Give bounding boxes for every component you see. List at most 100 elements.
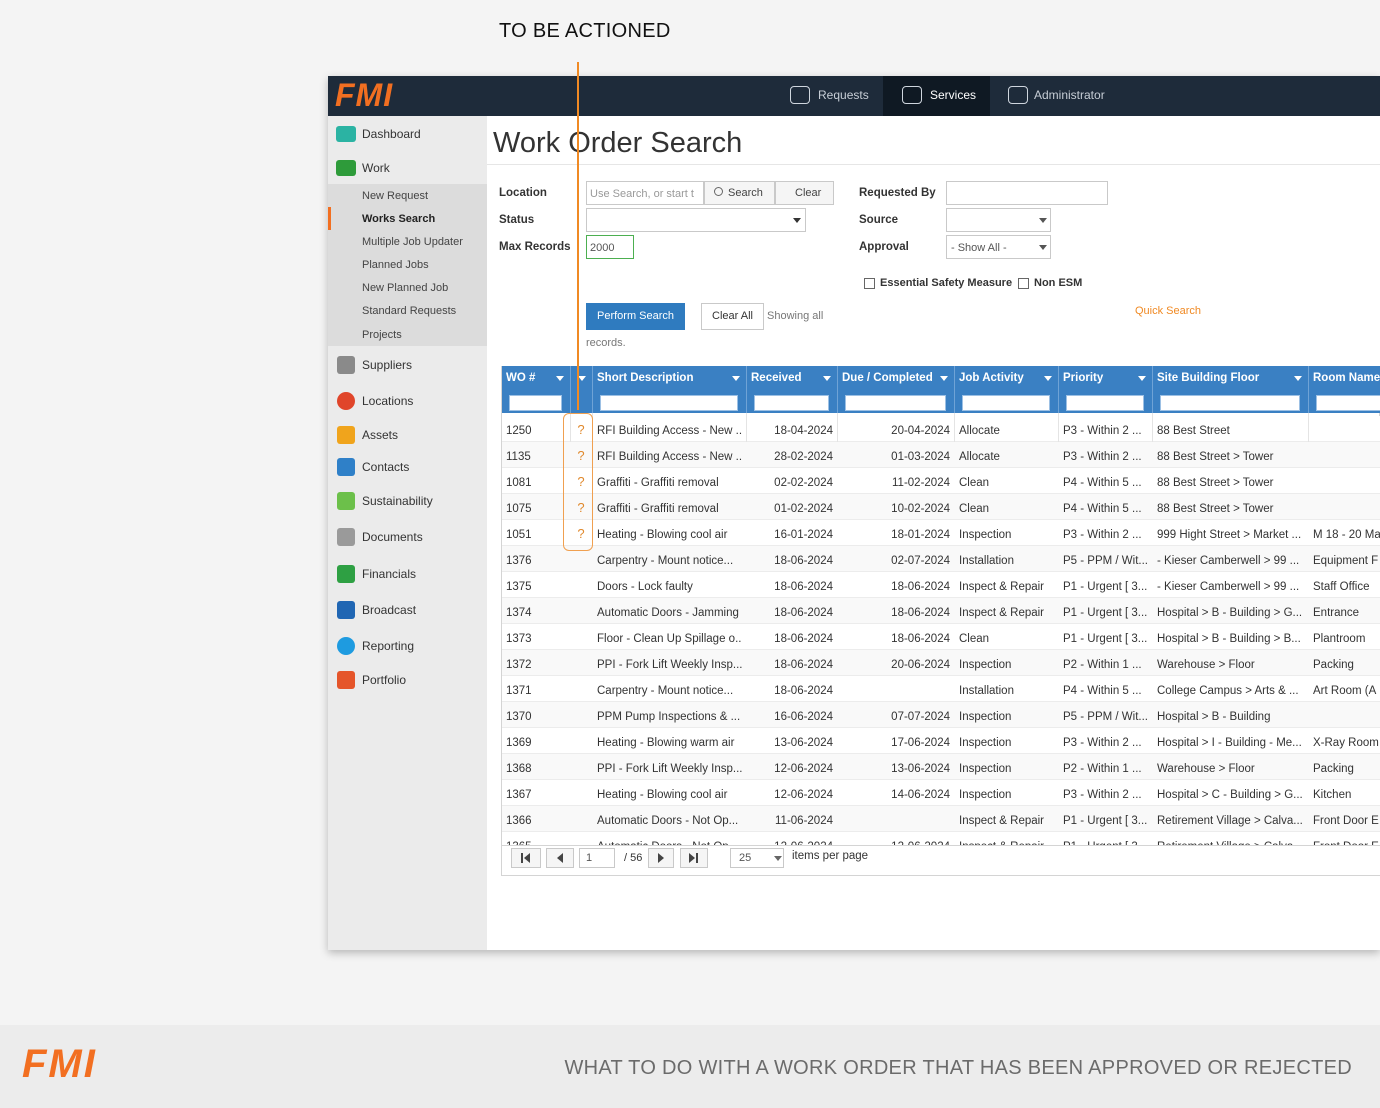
table-cell: 88 Best Street (1157, 425, 1230, 437)
title-rule (487, 164, 1380, 165)
table-cell: P4 - Within 5 ... (1063, 685, 1142, 697)
table-cell (570, 682, 592, 698)
sidebar-item[interactable]: Locations (362, 394, 414, 408)
column-header[interactable]: Received (751, 372, 802, 384)
quick-search[interactable]: Quick Search (1135, 305, 1202, 317)
nav-item[interactable]: Requests (818, 88, 869, 102)
dropdown-caret (556, 376, 564, 381)
clear-all-button[interactable]: Clear All (701, 303, 764, 330)
table-cell: Inspection (959, 737, 1012, 749)
checkbox[interactable] (864, 278, 875, 289)
column-filter[interactable] (1066, 395, 1144, 411)
source-select[interactable] (946, 208, 1051, 232)
sidebar-item[interactable]: Reporting (362, 639, 415, 653)
table-cell (570, 552, 592, 568)
column-header[interactable]: Job Activity (959, 372, 1024, 384)
submenu-item[interactable]: Works Search (362, 213, 436, 225)
sidebar-icon (337, 356, 355, 374)
sidebar-item[interactable]: Broadcast (362, 603, 417, 617)
column-header[interactable]: Room Name (1313, 372, 1380, 384)
table-cell: Inspection (959, 659, 1012, 671)
column-filter[interactable] (754, 395, 829, 411)
table-cell: 1367 (506, 789, 532, 801)
sidebar-icon (337, 601, 355, 619)
column-header[interactable]: Priority (1063, 372, 1104, 384)
table-cell (1313, 449, 1380, 465)
table-cell: P1 - Urgent [ 3... (1063, 815, 1148, 827)
table-cell: P1 - Urgent [ 3... (1063, 581, 1148, 593)
table-row (502, 702, 1380, 728)
checkbox[interactable] (1018, 278, 1029, 289)
sidebar-item[interactable]: Financials (362, 567, 417, 581)
sidebar-item[interactable]: Work (362, 161, 390, 175)
column-filter[interactable] (962, 395, 1050, 411)
pager-icon (689, 853, 695, 863)
table-cell: Retirement Village > Calva... (1157, 815, 1303, 827)
table-cell: 1250 (506, 425, 532, 437)
table-row (502, 650, 1380, 676)
approval-select[interactable] (946, 235, 1051, 259)
table-cell: P2 - Within 1 ... (1063, 763, 1142, 775)
submenu-item[interactable]: New Request (362, 190, 429, 202)
table-cell: Floor - Clean Up Spillage o... (597, 633, 742, 645)
table-cell: 14-06-2024 (891, 789, 950, 801)
table-cell: Warehouse > Floor (1157, 763, 1255, 775)
column-filter[interactable] (509, 395, 562, 411)
max-records-input[interactable] (586, 235, 634, 259)
submenu-item[interactable]: Multiple Job Updater (362, 236, 463, 248)
table-cell: Hospital > B - Building > G... (1157, 607, 1303, 619)
table-cell: Automatic Doors - Not Op... (597, 815, 739, 827)
dropdown-caret (1138, 376, 1146, 381)
column-header[interactable]: Short Description (597, 372, 694, 384)
sidebar-item[interactable]: Dashboard (362, 127, 421, 141)
table-cell: 1372 (506, 659, 532, 671)
page-size-select[interactable] (730, 848, 784, 868)
table-cell: Packing (1313, 659, 1354, 671)
nav-item[interactable]: Administrator (1034, 88, 1105, 102)
column-filter[interactable] (845, 395, 946, 411)
pager-icon (524, 853, 530, 863)
table-cell: - Kieser Camberwell > 99 ... (1157, 581, 1300, 593)
table-cell: Clean (959, 503, 990, 515)
status-select[interactable] (586, 208, 806, 232)
sidebar-icon (337, 392, 355, 410)
requested-by-input[interactable] (946, 181, 1108, 205)
submenu-item[interactable]: New Planned Job (362, 282, 449, 294)
table-cell: P1 - Urgent [ 3... (1063, 633, 1148, 645)
column-header[interactable]: Site Building Floor (1157, 372, 1260, 384)
sidebar-item[interactable]: Contacts (362, 460, 410, 474)
sidebar-item[interactable]: Suppliers (362, 358, 413, 372)
table-cell: Packing (1313, 763, 1354, 775)
perform-search-button[interactable]: Perform Search (586, 303, 686, 330)
column-header[interactable]: WO # (506, 372, 536, 384)
sidebar-icon (337, 492, 355, 510)
sidebar-item[interactable]: Documents (362, 530, 423, 544)
table-cell: Entrance (1313, 607, 1360, 619)
submenu-item[interactable]: Projects (362, 329, 402, 341)
table-cell: 1370 (506, 711, 532, 723)
column-filter[interactable] (1316, 395, 1380, 411)
table-cell: 1368 (506, 763, 532, 775)
nav-item[interactable]: Services (930, 88, 977, 102)
column-filter[interactable] (1160, 395, 1300, 411)
table-cell: Inspect & Repair (959, 815, 1045, 827)
sidebar-item[interactable]: Portfolio (362, 673, 407, 687)
table-cell: College Campus > Arts & ... (1157, 685, 1299, 697)
page-input[interactable] (579, 848, 615, 868)
table-row (502, 468, 1380, 494)
table-cell: 18-06-2024 (774, 607, 833, 619)
submenu-item[interactable]: Planned Jobs (362, 259, 429, 271)
location-input[interactable] (586, 181, 704, 205)
footer-logo: FMI (22, 1042, 97, 1086)
column-filter[interactable] (600, 395, 738, 411)
sidebar-item[interactable]: Assets (362, 428, 399, 442)
header-divider (837, 366, 838, 413)
submenu-item[interactable]: Standard Requests (362, 305, 457, 317)
clear-button[interactable] (775, 181, 834, 205)
table-cell: - Kieser Camberwell > 99 ... (1157, 555, 1300, 567)
table-cell (570, 786, 592, 802)
sidebar-item[interactable]: Sustainability (362, 494, 433, 508)
column-header[interactable]: Due / Completed (842, 372, 933, 384)
table-cell: P5 - PPM / Wit... (1063, 555, 1148, 567)
table-cell: 1135 (506, 451, 531, 463)
